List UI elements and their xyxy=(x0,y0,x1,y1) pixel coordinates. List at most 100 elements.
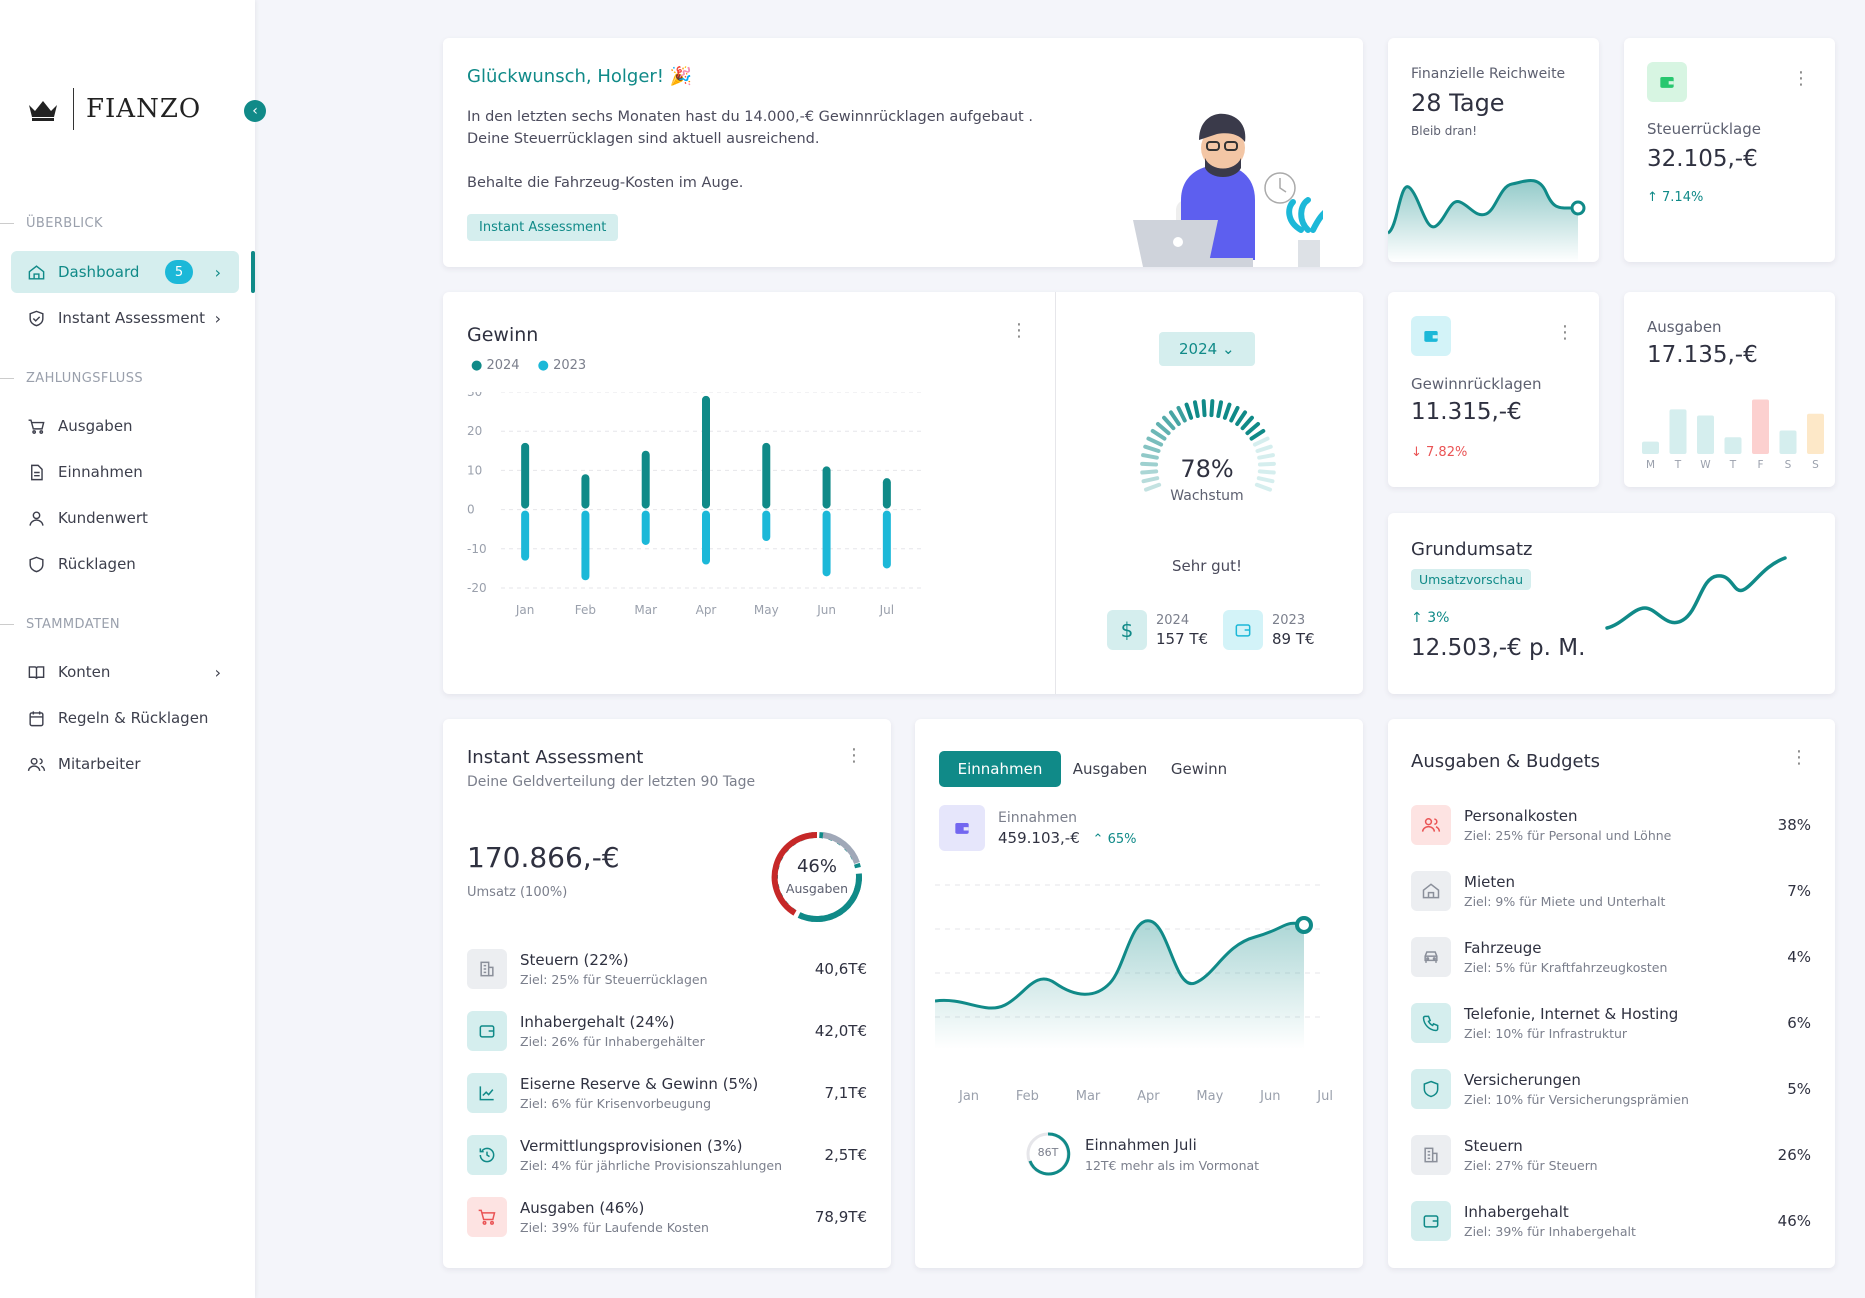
sidebar-item-dashboard[interactable]: Dashboard 5 › xyxy=(11,251,239,293)
instant-assessment-button[interactable]: Instant Assessment xyxy=(467,214,619,241)
sidebar-item-konten[interactable]: Konten › xyxy=(11,651,239,693)
y-tick-label: 20 xyxy=(467,424,482,438)
assessment-row[interactable]: Eiserne Reserve & Gewinn (5%) Ziel: 6% fü… xyxy=(467,1073,867,1113)
growth-status: Sehr gut! xyxy=(1171,557,1243,575)
row-value: 7% xyxy=(1787,882,1811,900)
users-icon xyxy=(1411,805,1451,845)
sidebar-item-regeln[interactable]: Regeln & Rücklagen xyxy=(11,697,239,739)
budget-row[interactable]: Personalkosten Ziel: 25% für Personal und… xyxy=(1411,805,1811,845)
month-label: Jul xyxy=(1317,1089,1333,1104)
gauge-tick xyxy=(1192,400,1200,419)
gewinn-bar-chart: 30 20 10 0 -10 -20 Jan Feb Mar Apr May Jun Jul xyxy=(467,392,923,617)
assessment-row[interactable]: Steuern (22%) Ziel: 25% für Steuerrücklag… xyxy=(467,949,867,989)
gauge-tick xyxy=(1209,399,1215,418)
row-sub: Ziel: 9% für Miete und Unterhalt xyxy=(1464,894,1666,909)
total-label: Umsatz (100%) xyxy=(467,885,568,900)
more-icon[interactable]: ⋮ xyxy=(1010,320,1028,341)
row-value: 6% xyxy=(1787,1014,1811,1032)
weekday-label: W xyxy=(1700,459,1711,471)
tab-ausgaben[interactable]: Ausgaben xyxy=(1072,760,1148,778)
x-tick-label: Mar xyxy=(634,603,657,617)
row-title: Ausgaben (46%) xyxy=(520,1199,645,1217)
arrow-down-icon: ↓ xyxy=(1411,445,1427,460)
card-value: 12.503,-€ p. M. xyxy=(1411,635,1586,661)
weekday-bar xyxy=(1752,399,1769,454)
wallet-icon xyxy=(1223,610,1263,650)
gauge-tick xyxy=(1201,399,1207,418)
more-icon[interactable]: ⋮ xyxy=(1792,68,1810,89)
shield-check-icon xyxy=(29,310,44,326)
budget-row[interactable]: Mieten Ziel: 9% für Miete und Unterhalt 7… xyxy=(1411,871,1811,911)
row-value: 4% xyxy=(1787,948,1811,966)
tab-einnahmen[interactable]: Einnahmen xyxy=(939,751,1061,787)
sidebar: FIANZO ‹ ÜBERBLICK Dashboard 5 › Instant… xyxy=(0,0,266,1298)
card-title: Grundumsatz xyxy=(1411,539,1533,560)
change-indicator: ↓ 7.82% xyxy=(1411,445,1467,460)
weekday-label: F xyxy=(1757,459,1763,471)
gauge-tick xyxy=(1140,469,1159,475)
y-tick-label: 30 xyxy=(467,392,482,399)
gauge-tick xyxy=(1143,482,1162,492)
card-title: Ausgaben xyxy=(1647,318,1722,336)
shield-icon xyxy=(29,556,44,572)
row-value: 38% xyxy=(1777,816,1811,834)
welcome-card: Glückwunsch, Holger! 🎉 In den letzten se… xyxy=(443,38,1363,267)
row-title: Steuern xyxy=(1464,1137,1523,1155)
sidebar-item-kundenwert[interactable]: Kundenwert xyxy=(11,497,239,539)
notification-badge: 5 xyxy=(165,260,193,284)
more-icon[interactable]: ⋮ xyxy=(1790,747,1808,768)
gauge-tick xyxy=(1216,400,1224,419)
budget-row[interactable]: Steuern Ziel: 27% für Steuern 26% xyxy=(1411,1135,1811,1175)
change-value: 3% xyxy=(1427,610,1450,626)
row-value: 5% xyxy=(1787,1080,1811,1098)
card-title: Steuerrücklage xyxy=(1647,120,1761,138)
sidebar-item-ausgaben[interactable]: Ausgaben xyxy=(11,405,239,447)
year-select[interactable]: 2024 ⌄ xyxy=(1159,332,1255,366)
sidebar-item-label: Kundenwert xyxy=(58,509,148,527)
assessment-row[interactable]: Inhabergehalt (24%) Ziel: 26% für Inhaber… xyxy=(467,1011,867,1051)
gewinn-card: Gewinn ⋮ ● 2024 ● 2023 30 20 10 0 -10 -20 Jan F… xyxy=(443,292,1363,694)
gauge-tick xyxy=(1184,402,1194,420)
budget-row[interactable]: Telefonie, Internet & Hosting Ziel: 10% f… xyxy=(1411,1003,1811,1043)
calendar-icon xyxy=(29,710,44,726)
sidebar-item-mitarbeiter[interactable]: Mitarbeiter xyxy=(11,743,239,785)
tab-gewinn[interactable]: Gewinn xyxy=(1170,760,1228,778)
card-value: 11.315,-€ xyxy=(1411,399,1522,425)
gauge-tick xyxy=(1162,415,1176,431)
assessment-row[interactable]: Ausgaben (46%) Ziel: 39% für Laufende Kos… xyxy=(467,1197,867,1237)
logo[interactable]: FIANZO xyxy=(27,88,201,130)
row-sub: Ziel: 10% für Infrastruktur xyxy=(1464,1026,1628,1041)
year-stat: $ 2024 157 T€ xyxy=(1107,610,1208,650)
sidebar-item-einnahmen[interactable]: Einnahmen xyxy=(11,451,239,493)
weekday-label: T xyxy=(1729,459,1737,471)
more-icon[interactable]: ⋮ xyxy=(845,745,863,766)
weekday-bar xyxy=(1642,441,1659,454)
gewinnruecklagen-card: ⋮ Gewinnrücklagen 11.315,-€ ↓ 7.82% xyxy=(1388,292,1599,487)
sidebar-item-instant-assessment[interactable]: Instant Assessment › xyxy=(11,297,239,339)
home-icon xyxy=(1411,871,1451,911)
stat-value: 89 T€ xyxy=(1272,629,1315,648)
assessment-row[interactable]: Vermittlungsprovisionen (3%) Ziel: 4% für… xyxy=(467,1135,867,1175)
row-sub: Ziel: 5% für Kraftfahrzeugkosten xyxy=(1464,960,1668,975)
budget-row[interactable]: Inhabergehalt Ziel: 39% für Inhabergehalt… xyxy=(1411,1201,1811,1241)
gauge-tick xyxy=(1143,444,1161,453)
row-title: Fahrzeuge xyxy=(1464,939,1542,957)
collapse-sidebar-button[interactable]: ‹ xyxy=(244,100,266,122)
card-subtitle: Deine Geldverteilung der letzten 90 Tage xyxy=(467,774,756,790)
card-value: 17.135,-€ xyxy=(1647,342,1758,368)
income-summary: Einnahmen 459.103,-€ ⌃ 65% xyxy=(939,805,1136,851)
month-label: Feb xyxy=(1015,1089,1039,1104)
sidebar-item-ruecklagen[interactable]: Rücklagen xyxy=(11,543,239,585)
section-label: ÜBERBLICK xyxy=(0,216,103,231)
change-indicator: ↑ 3% xyxy=(1411,610,1449,626)
gauge-tick xyxy=(1256,476,1275,484)
more-icon[interactable]: ⋮ xyxy=(1556,322,1574,343)
gauge-tick xyxy=(1245,421,1261,436)
budget-row[interactable]: Versicherungen Ziel: 10% für Versicherung… xyxy=(1411,1069,1811,1109)
legend-item: ● 2024 xyxy=(471,358,520,373)
wallet-icon xyxy=(939,805,985,851)
ausgaben-card: Ausgaben 17.135,-€ M T W T F S S xyxy=(1624,292,1835,487)
budget-row[interactable]: Fahrzeuge Ziel: 5% für Kraftfahrzeugkoste… xyxy=(1411,937,1811,977)
budgets-card: Ausgaben & Budgets ⋮ Personalkosten Ziel:… xyxy=(1388,719,1835,1268)
sidebar-item-label: Regeln & Rücklagen xyxy=(58,709,209,727)
